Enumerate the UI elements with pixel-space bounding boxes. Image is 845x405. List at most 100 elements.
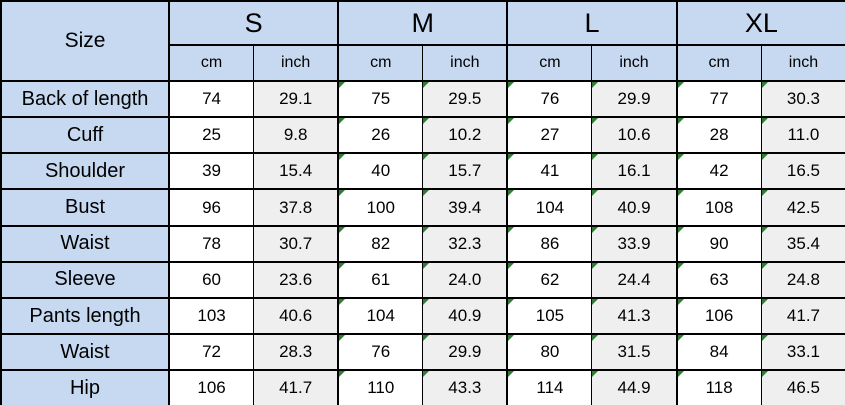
- row-label: Waist: [0, 333, 170, 372]
- cell-l-inch-error-indicator: 10.6: [591, 116, 678, 155]
- header-row-units: cm inch cm inch cm inch cm inch: [1, 44, 845, 82]
- cell-m-cm-error-indicator: 76: [337, 333, 424, 372]
- unit-header-l-cm: cm: [506, 44, 593, 82]
- cell-l-cm-error-indicator: 114: [506, 369, 593, 405]
- cell-s-inch: 40.6: [253, 296, 340, 336]
- cell-xl-cm-error-indicator: 106: [675, 296, 762, 336]
- unit-header-l-inch: inch: [591, 44, 678, 82]
- cell-l-inch-error-indicator: 40.9: [591, 188, 678, 227]
- row-label: Sleeve: [0, 260, 170, 299]
- cell-xl-inch-error-indicator: 24.8: [760, 260, 845, 299]
- unit-header-xl-inch: inch: [760, 44, 845, 82]
- cell-l-cm-error-indicator: 80: [506, 333, 593, 372]
- cell-m-cm-error-indicator: 26: [337, 116, 424, 155]
- cell-s-inch: 41.7: [253, 369, 340, 405]
- cell-m-inch-error-indicator: 39.4: [422, 188, 509, 227]
- size-header-s: S: [167, 0, 340, 46]
- row-label: Shoulder: [0, 152, 170, 191]
- cell-m-inch-error-indicator: 15.7: [422, 152, 509, 191]
- cell-m-inch-error-indicator: 32.3: [422, 224, 509, 263]
- cell-s-inch: 23.6: [253, 260, 340, 299]
- cell-s-cm: 72: [168, 333, 255, 372]
- cell-s-cm: 106: [168, 369, 255, 405]
- cell-s-cm: 96: [168, 188, 255, 227]
- cell-xl-inch-error-indicator: 16.5: [760, 152, 845, 191]
- cell-xl-inch-error-indicator: 46.5: [760, 369, 845, 405]
- row-label: Hip: [0, 369, 170, 405]
- cell-m-cm-error-indicator: 100: [337, 188, 424, 227]
- table-row: Cuff 25 9.8 26 10.2 27 10.6 28 11.0: [0, 116, 845, 155]
- cell-s-inch: 15.4: [253, 152, 340, 191]
- cell-l-cm-error-indicator: 62: [506, 260, 593, 299]
- cell-l-inch-error-indicator: 24.4: [591, 260, 678, 299]
- cell-xl-inch-error-indicator: 41.7: [760, 296, 845, 336]
- row-label: Back of length: [0, 79, 170, 119]
- cell-l-inch-error-indicator: 44.9: [591, 369, 678, 405]
- cell-m-cm-error-indicator: 82: [337, 224, 424, 263]
- cell-m-inch-error-indicator: 24.0: [422, 260, 509, 299]
- cell-l-cm-error-indicator: 27: [506, 116, 593, 155]
- cell-s-cm: 103: [168, 296, 255, 336]
- cell-l-inch-error-indicator: 41.3: [591, 296, 678, 336]
- cell-s-cm: 25: [168, 116, 255, 155]
- table-row: Back of length 74 29.1 75 29.5 76 29.9 7…: [0, 79, 845, 119]
- row-label: Cuff: [0, 116, 170, 155]
- cell-s-inch: 9.8: [253, 116, 340, 155]
- cell-xl-cm-error-indicator: 63: [675, 260, 762, 299]
- cell-xl-cm-error-indicator: 42: [675, 152, 762, 191]
- corner-header-size: Size: [0, 0, 170, 82]
- row-label: Bust: [0, 188, 170, 227]
- cell-l-cm-error-indicator: 105: [506, 296, 593, 336]
- row-label: Pants length: [0, 296, 170, 336]
- unit-header-m-cm: cm: [337, 44, 424, 82]
- table-row: Waist 78 30.7 82 32.3 86 33.9 90 35.4: [0, 224, 845, 263]
- cell-m-inch-error-indicator: 10.2: [422, 116, 509, 155]
- cell-m-cm-error-indicator: 40: [337, 152, 424, 191]
- size-header-xl: XL: [675, 0, 845, 46]
- cell-xl-inch-error-indicator: 30.3: [760, 79, 845, 119]
- cell-l-cm-error-indicator: 41: [506, 152, 593, 191]
- cell-xl-inch-error-indicator: 35.4: [760, 224, 845, 263]
- cell-s-cm: 78: [168, 224, 255, 263]
- row-label: Waist: [0, 224, 170, 263]
- cell-s-inch: 37.8: [253, 188, 340, 227]
- cell-xl-inch-error-indicator: 33.1: [760, 333, 845, 372]
- unit-header-s-inch: inch: [253, 44, 340, 82]
- cell-m-cm-error-indicator: 110: [337, 369, 424, 405]
- cell-s-inch: 28.3: [253, 333, 340, 372]
- cell-l-cm-error-indicator: 104: [506, 188, 593, 227]
- cell-l-inch-error-indicator: 29.9: [591, 79, 678, 119]
- cell-m-inch-error-indicator: 29.9: [422, 333, 509, 372]
- cell-s-cm: 60: [168, 260, 255, 299]
- unit-header-m-inch: inch: [422, 44, 509, 82]
- cell-l-cm-error-indicator: 86: [506, 224, 593, 263]
- table-row: Waist 72 28.3 76 29.9 80 31.5 84 33.1: [0, 333, 845, 372]
- cell-xl-cm-error-indicator: 28: [675, 116, 762, 155]
- table-row: Pants length 103 40.6 104 40.9 105 41.3 …: [0, 296, 845, 336]
- table-row: Sleeve 60 23.6 61 24.0 62 24.4 63 24.8: [0, 260, 845, 299]
- cell-xl-inch-error-indicator: 42.5: [760, 188, 845, 227]
- cell-m-cm-error-indicator: 61: [337, 260, 424, 299]
- header-row-sizes: Size S M L XL: [0, 0, 845, 82]
- cell-s-inch: 30.7: [253, 224, 340, 263]
- table-row: Hip 106 41.7 110 43.3 114 44.9 118 46.5: [0, 369, 845, 405]
- cell-s-inch: 29.1: [253, 79, 340, 119]
- cell-xl-cm-error-indicator: 90: [675, 224, 762, 263]
- size-header-l: L: [506, 0, 678, 46]
- unit-header-xl-cm: cm: [675, 44, 762, 82]
- cell-m-cm-error-indicator: 104: [337, 296, 424, 336]
- cell-s-cm: 39: [168, 152, 255, 191]
- cell-m-inch-error-indicator: 29.5: [422, 79, 509, 119]
- cell-xl-inch-error-indicator: 11.0: [760, 116, 845, 155]
- cell-xl-cm-error-indicator: 118: [675, 369, 762, 405]
- cell-l-inch-error-indicator: 33.9: [591, 224, 678, 263]
- cell-m-cm-error-indicator: 75: [337, 79, 424, 119]
- table-row: Shoulder 39 15.4 40 15.7 41 16.1 42 16.5: [0, 152, 845, 191]
- cell-l-cm-error-indicator: 76: [506, 79, 593, 119]
- table-row: Bust 96 37.8 100 39.4 104 40.9 108 42.5: [0, 188, 845, 227]
- cell-xl-cm-error-indicator: 108: [675, 188, 762, 227]
- cell-s-cm: 74: [168, 79, 255, 119]
- cell-m-inch-error-indicator: 43.3: [422, 369, 509, 405]
